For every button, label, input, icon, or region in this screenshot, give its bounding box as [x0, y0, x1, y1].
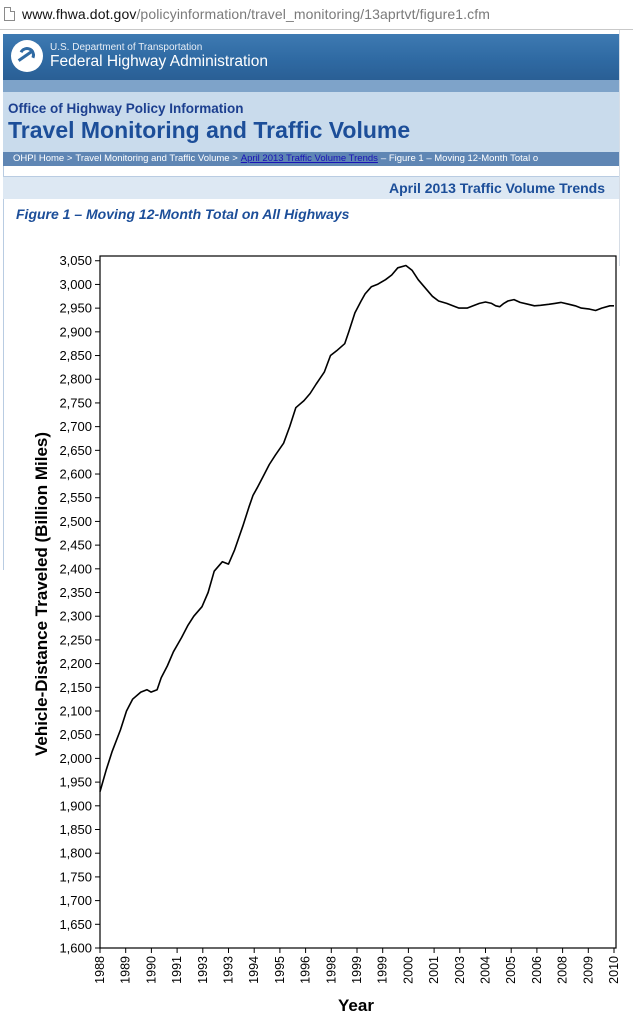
y-tick-label: 2,500 [59, 514, 92, 529]
breadcrumb-item[interactable]: April 2013 Traffic Volume Trends [240, 153, 378, 164]
x-tick-label: 2009 [581, 956, 595, 984]
x-tick-label: 2008 [556, 956, 570, 984]
url-text[interactable]: www.fhwa.dot.gov/policyinformation/trave… [22, 6, 490, 22]
breadcrumb-item: Travel Monitoring and Traffic Volume > [75, 153, 238, 164]
y-tick-label: 1,750 [59, 869, 92, 884]
y-tick-label: 2,850 [59, 348, 92, 363]
browser-address-bar[interactable]: www.fhwa.dot.gov/policyinformation/trave… [0, 0, 633, 30]
office-header: Office of Highway Policy Information Tra… [3, 92, 619, 152]
banner-stripe [3, 80, 619, 92]
series-line [99, 264, 614, 792]
y-tick-label: 1,850 [59, 822, 92, 837]
y-axis-label: Vehicle-Distance Traveled (Billion Miles… [32, 431, 51, 757]
figure-title: Figure 1 – Moving 12-Month Total on All … [16, 206, 350, 222]
y-tick-label: 2,050 [59, 727, 92, 742]
y-tick-label: 2,400 [59, 561, 92, 576]
y-tick-label: 1,800 [59, 846, 92, 861]
y-tick-label: 2,200 [59, 656, 92, 671]
page-border-left [3, 166, 4, 570]
agency-name[interactable]: Federal Highway Administration [50, 53, 268, 70]
y-tick-label: 2,800 [59, 372, 92, 387]
y-tick-label: 2,550 [59, 490, 92, 505]
x-tick-label: 2005 [504, 956, 518, 984]
breadcrumb: OHPI Home > Travel Monitoring and Traffic… [3, 152, 619, 166]
page-icon [4, 7, 15, 21]
x-tick-label: 1991 [170, 956, 184, 984]
x-tick-label: 1993 [196, 956, 210, 984]
y-tick-label: 1,600 [59, 941, 92, 956]
breadcrumb-row: OHPI Home > Travel Monitoring and Traffic… [13, 153, 541, 164]
report-title: April 2013 Traffic Volume Trends [388, 180, 605, 196]
traffic-volume-chart: 1,600 1,650 1,700 1,750 1,800 1,850 1,900 1,950… [59, 253, 633, 984]
report-title-bar: April 2013 Traffic Volume Trends [3, 176, 619, 199]
x-tick-label: 1998 [324, 956, 338, 984]
url-path: /policyinformation/travel_monitoring/13a… [136, 6, 490, 22]
x-tick-label: 1999 [376, 956, 390, 984]
y-tick-label: 3,000 [59, 277, 92, 292]
breadcrumb-item: OHPI Home > [13, 153, 73, 164]
y-tick-label: 2,950 [59, 301, 92, 316]
y-tick-label: 1,650 [59, 917, 92, 932]
y-tick-label: 3,050 [59, 253, 92, 268]
y-tick-label: 2,700 [59, 419, 92, 434]
breadcrumb-item: – Figure 1 – Moving 12-Month Total o [380, 153, 539, 164]
y-tick-label: 2,600 [59, 467, 92, 482]
x-tick-label: 2003 [453, 956, 467, 984]
y-tick-label: 2,350 [59, 585, 92, 600]
agency-banner: U.S. Department of Transportation Federa… [3, 34, 619, 80]
x-tick-label: 1990 [144, 956, 158, 984]
x-tick-label: 1996 [299, 956, 313, 984]
section-title: Travel Monitoring and Traffic Volume [8, 117, 411, 143]
y-tick-label: 2,750 [59, 395, 92, 410]
x-tick-label: 2006 [530, 956, 544, 984]
dot-logo-icon[interactable] [11, 40, 43, 72]
x-tick-label: 2010 [607, 956, 621, 984]
y-tick-label: 2,150 [59, 680, 92, 695]
y-tick-label: 2,900 [59, 324, 92, 339]
x-axis-label: Year [338, 996, 374, 1015]
y-tick-label: 2,650 [59, 443, 92, 458]
x-tick-label: 2004 [479, 956, 493, 984]
x-tick-label: 1993 [222, 956, 236, 984]
department-name: U.S. Department of Transportation [50, 42, 203, 53]
x-tick-label: 1999 [350, 956, 364, 984]
y-tick-label: 2,450 [59, 538, 92, 553]
x-tick-label: 1994 [247, 956, 261, 984]
y-tick-label: 1,950 [59, 775, 92, 790]
y-tick-label: 2,000 [59, 751, 92, 766]
url-host: www.fhwa.dot.gov [22, 6, 137, 22]
x-tick-label: 2001 [427, 956, 441, 984]
y-tick-label: 1,700 [59, 893, 92, 908]
y-tick-label: 1,900 [59, 798, 92, 813]
office-name: Office of Highway Policy Information [8, 101, 244, 116]
x-tick-label: 2000 [401, 956, 415, 984]
page-border-right [619, 30, 620, 266]
y-tick-label: 2,100 [59, 704, 92, 719]
x-tick-label: 1989 [119, 956, 133, 984]
plot-frame [99, 255, 617, 949]
x-tick-label: 1988 [93, 956, 107, 984]
x-tick-label: 1995 [273, 956, 287, 984]
y-tick-label: 2,250 [59, 632, 92, 647]
y-tick-label: 2,300 [59, 609, 92, 624]
